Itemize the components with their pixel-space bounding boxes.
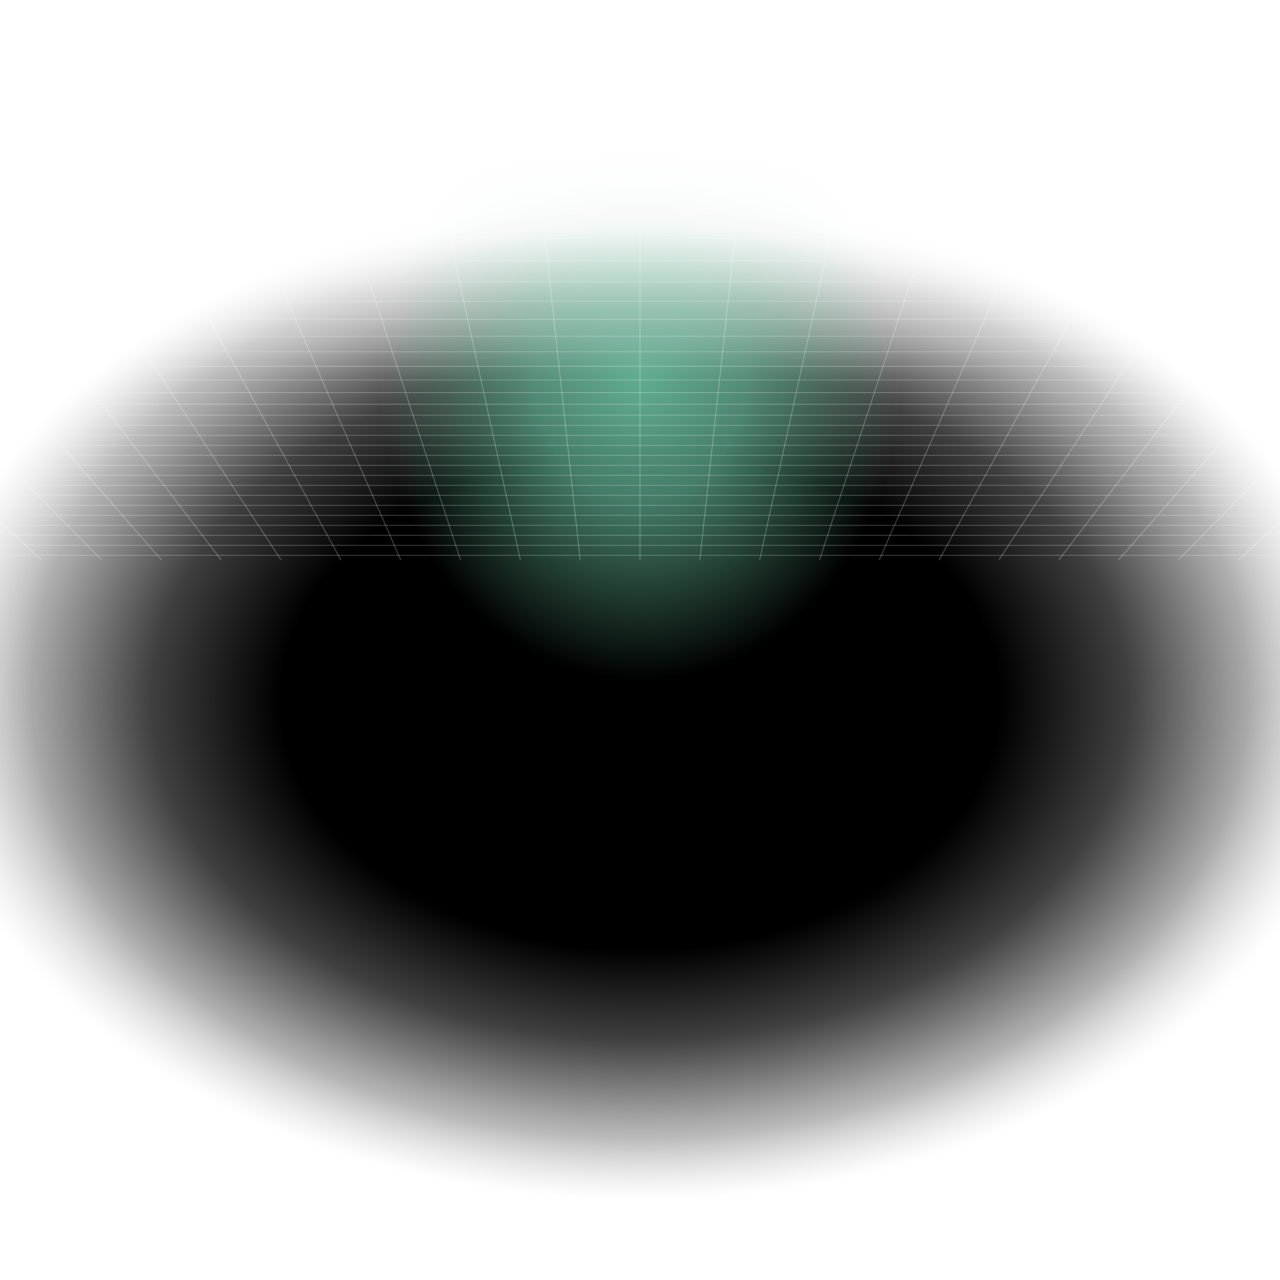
edge-white-fade [0,0,1280,1280]
